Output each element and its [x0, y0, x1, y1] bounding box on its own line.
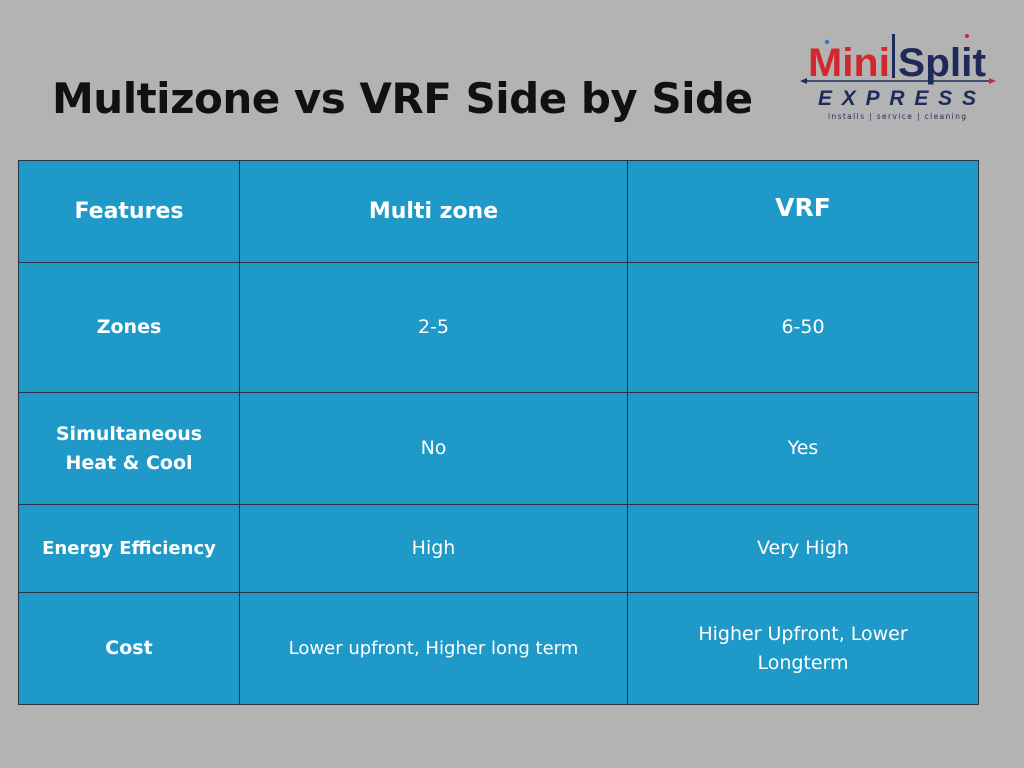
- table-row: Simultaneous Heat & Cool No Yes: [18, 392, 979, 505]
- logo-word-split: Split: [898, 41, 986, 85]
- snowflake-icon: [824, 39, 830, 45]
- brand-logo: Mini Split EXPRESS installs | service | …: [800, 28, 996, 124]
- vrf-cell: 6-50: [627, 262, 979, 393]
- vrf-cell: Very High: [627, 504, 979, 593]
- multizone-cell: 2-5: [239, 262, 628, 393]
- arrow-left-icon: [800, 78, 807, 84]
- multizone-cell: High: [239, 504, 628, 593]
- vrf-cell: Yes: [627, 392, 979, 505]
- feature-cell: Energy Efficiency: [18, 504, 240, 593]
- table-row: Cost Lower upfront, Higher long term Hig…: [18, 592, 979, 705]
- multizone-cell: No: [239, 392, 628, 505]
- logo-word-mini: Mini: [808, 41, 890, 85]
- table-row: Energy Efficiency High Very High: [18, 504, 979, 593]
- multizone-cell: Lower upfront, Higher long term: [239, 592, 628, 705]
- vrf-cell: Higher Upfront, Lower Longterm: [627, 592, 979, 705]
- page-title: Multizone vs VRF Side by Side: [52, 74, 753, 123]
- logo-word-express: EXPRESS: [818, 87, 976, 110]
- logo-tagline: installs | service | cleaning: [828, 112, 966, 121]
- header-multizone: Multi zone: [239, 160, 628, 263]
- logo-divider: [892, 34, 895, 78]
- feature-cell: Cost: [18, 592, 240, 705]
- comparison-table: Features Multi zone VRF Zones 2-5 6-50 S…: [18, 160, 979, 705]
- header-features: Features: [18, 160, 240, 263]
- table-row: Zones 2-5 6-50: [18, 262, 979, 393]
- header-vrf: VRF: [627, 160, 979, 263]
- table-header-row: Features Multi zone VRF: [18, 160, 979, 263]
- feature-cell: Simultaneous Heat & Cool: [18, 392, 240, 505]
- spark-icon: [965, 34, 969, 38]
- feature-cell: Zones: [18, 262, 240, 393]
- arrow-right-icon: [989, 78, 996, 84]
